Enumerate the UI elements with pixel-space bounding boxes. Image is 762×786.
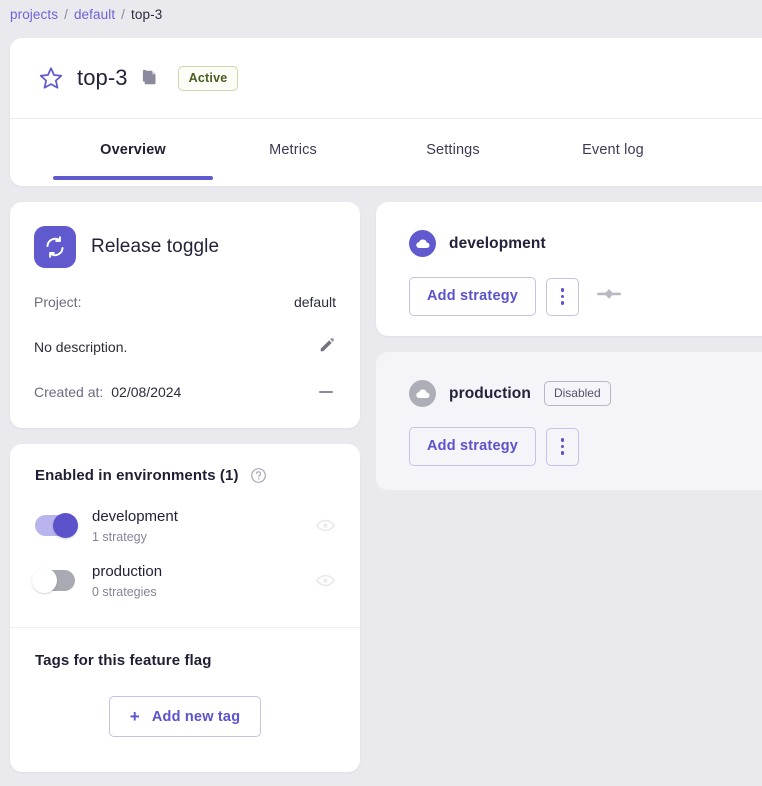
environment-name: development xyxy=(92,507,178,525)
kebab-dot xyxy=(560,438,565,442)
breadcrumb-separator: / xyxy=(64,6,68,22)
feature-tabs: Overview Metrics Settings Event log xyxy=(10,118,762,186)
kebab-menu-icon[interactable] xyxy=(546,427,580,466)
project-value: default xyxy=(293,294,336,310)
kebab-dot xyxy=(560,301,565,305)
add-new-tag-button[interactable]: + Add new tag xyxy=(108,696,262,737)
disabled-chip: Disabled xyxy=(543,381,611,406)
eye-icon[interactable] xyxy=(315,515,336,536)
breadcrumb: projects / default / top-3 xyxy=(10,4,162,24)
environment-panel-name: production xyxy=(449,384,531,402)
tab-event-log[interactable]: Event log xyxy=(582,142,644,158)
environment-row-production: production 0 strategies xyxy=(32,553,336,608)
breadcrumb-separator: / xyxy=(121,6,126,22)
eye-icon[interactable] xyxy=(315,570,336,591)
add-strategy-button[interactable]: Add strategy xyxy=(409,427,537,466)
environment-name: production xyxy=(92,562,163,580)
environment-strategy-count: 1 strategy xyxy=(92,529,147,544)
breadcrumb-item-default[interactable]: default xyxy=(73,6,116,22)
pencil-icon[interactable] xyxy=(318,336,336,357)
toggle-knob xyxy=(53,513,78,538)
project-label: Project: xyxy=(34,294,82,310)
environments-header: Enabled in environments (1) xyxy=(10,444,360,484)
kebab-dot xyxy=(560,288,565,292)
description-text: No description. xyxy=(34,338,128,355)
sync-arrows-icon xyxy=(34,226,76,268)
question-circle-icon[interactable] xyxy=(250,467,267,484)
feature-header-card: top-3 Active Overview Metrics Settings E… xyxy=(10,38,762,186)
environment-toggle-production[interactable] xyxy=(32,568,75,593)
environment-panel-development: development Add strategy xyxy=(376,202,762,336)
environment-strategy-count: 0 strategies xyxy=(92,584,157,599)
page-title: top-3 xyxy=(77,65,128,90)
kebab-dot xyxy=(560,294,565,299)
tab-overview[interactable]: Overview xyxy=(53,119,213,180)
project-row: Project: default xyxy=(34,294,336,310)
environments-card: Enabled in environments (1) development … xyxy=(10,444,360,772)
cloud-icon xyxy=(409,230,436,257)
card-divider xyxy=(10,627,360,628)
add-strategy-button[interactable]: Add strategy xyxy=(409,277,537,316)
kebab-dot xyxy=(560,444,565,449)
environment-row-text: production 0 strategies xyxy=(92,563,315,599)
created-at-label: Created at: xyxy=(34,384,104,400)
environment-panel-name: development xyxy=(449,234,546,252)
tab-metrics[interactable]: Metrics xyxy=(269,142,317,158)
environment-panel-actions: Add strategy xyxy=(409,277,762,316)
favorite-star-icon[interactable] xyxy=(38,65,64,91)
dash-icon[interactable] xyxy=(319,391,333,393)
feature-info-card: Release toggle Project: default No descr… xyxy=(10,202,360,428)
kebab-menu-icon[interactable] xyxy=(546,277,580,316)
environment-panel-production: production Disabled Add strategy xyxy=(376,352,762,490)
environment-panel-header: development xyxy=(409,230,762,257)
created-at-value: 02/08/2024 xyxy=(111,384,182,400)
feature-type-label: Release toggle xyxy=(91,236,220,257)
environment-toggle-development[interactable] xyxy=(35,513,78,538)
add-new-tag-label: Add new tag xyxy=(151,708,241,725)
environment-row-text: development 1 strategy xyxy=(92,508,315,544)
add-tag-row: + Add new tag xyxy=(10,696,360,737)
environment-panel-header: production Disabled xyxy=(409,380,762,407)
tags-title: Tags for this feature flag xyxy=(35,652,212,669)
created-at-row: Created at: 02/08/2024 xyxy=(34,384,336,400)
feature-type-row: Release toggle xyxy=(34,226,336,268)
toggle-knob xyxy=(32,568,57,593)
copy-icon[interactable] xyxy=(142,69,160,87)
plus-icon: + xyxy=(129,707,140,726)
strategy-connector-icon[interactable] xyxy=(596,287,622,306)
status-badge: Active xyxy=(177,65,239,91)
environments-title: Enabled in environments (1) xyxy=(35,467,239,484)
environment-row-development: development 1 strategy xyxy=(35,498,336,553)
environment-panel-actions: Add strategy xyxy=(409,427,762,466)
kebab-dot xyxy=(560,451,565,455)
environments-list: development 1 strategy production 0 stra… xyxy=(10,484,360,608)
cloud-icon xyxy=(409,380,436,407)
tab-settings[interactable]: Settings xyxy=(426,142,480,158)
breadcrumb-item-projects[interactable]: projects xyxy=(10,6,59,22)
breadcrumb-item-current: top-3 xyxy=(131,6,163,22)
description-row: No description. xyxy=(34,336,336,357)
created-at-group: Created at: 02/08/2024 xyxy=(34,384,181,400)
feature-header-row: top-3 Active xyxy=(10,38,762,118)
